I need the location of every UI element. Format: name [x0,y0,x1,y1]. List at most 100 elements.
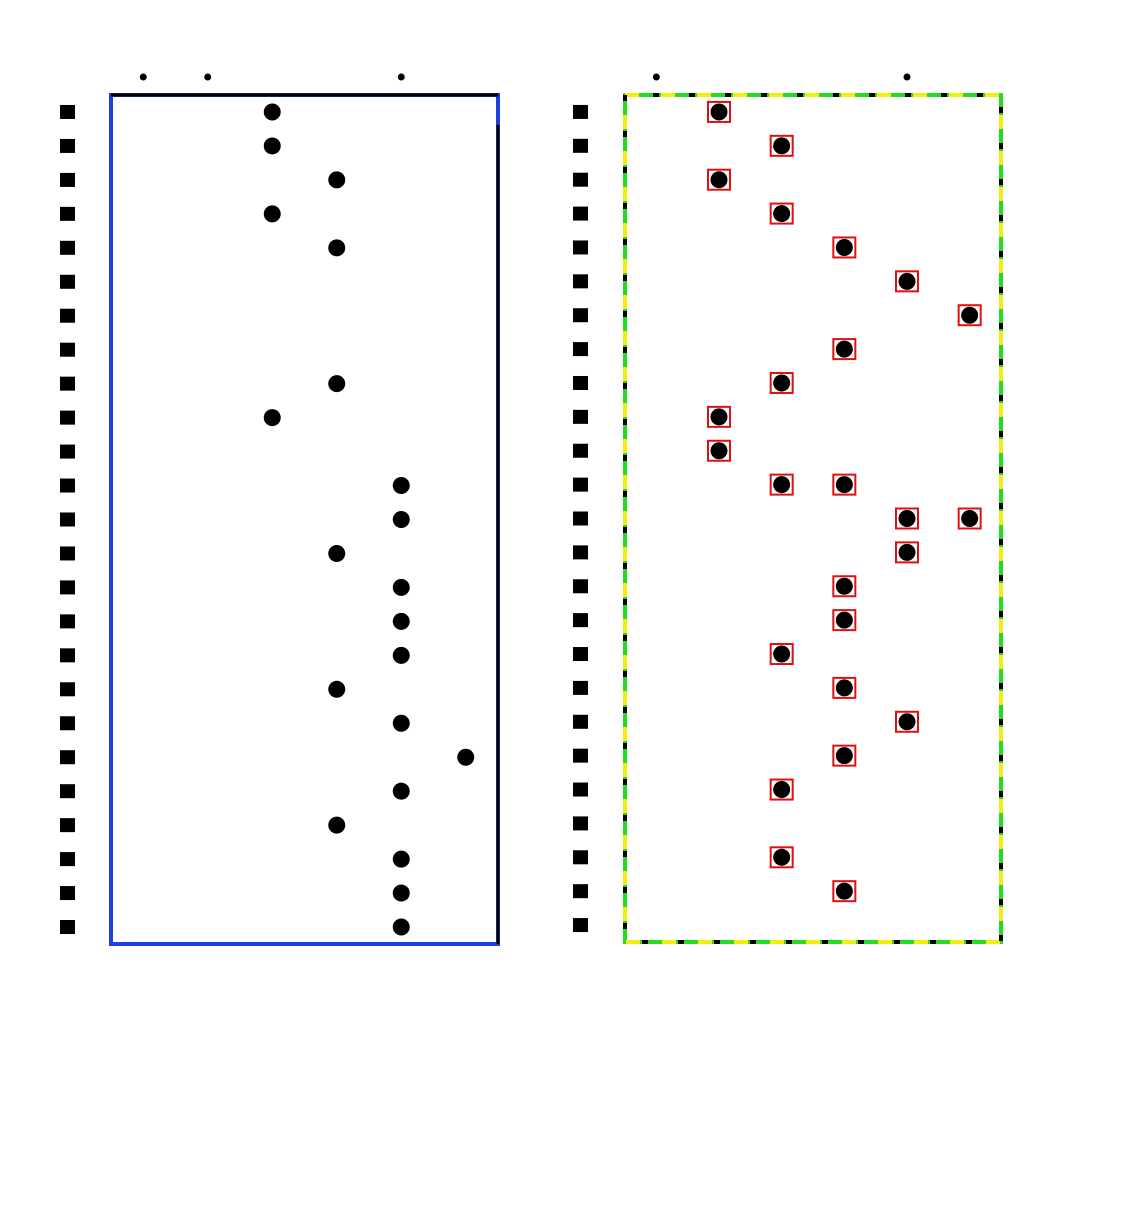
highlight-box [769,846,794,869]
data-point [328,816,346,834]
x-tick-mark [204,73,212,81]
row-label-marker [60,240,75,255]
row-label-marker [60,172,75,187]
x-tick-mark [139,73,147,81]
data-point [392,612,410,630]
row-label-marker [60,444,75,459]
data-point [328,375,346,393]
data-point [773,645,791,663]
data-point [898,713,916,731]
data-point [710,408,728,426]
data-point [392,714,410,732]
highlight-box [832,473,857,496]
row-label-marker [573,782,588,797]
plot-frame [623,93,1003,944]
row-label-marker [573,579,588,594]
row-label-marker [60,886,75,901]
row-label-marker [573,409,588,424]
highlight-box [707,100,731,123]
row-label-marker [573,206,588,221]
row-label-marker [573,274,588,289]
x-tick-mark [652,73,660,81]
x-tick-mark [397,73,405,81]
row-label-marker [60,410,75,425]
data-point [392,850,410,868]
row-label-marker [573,511,588,526]
highlight-box [895,507,919,530]
row-label-marker [573,748,588,763]
data-point [328,680,346,698]
row-label-marker [573,104,588,119]
data-point [773,137,791,155]
plot-frame-dash-yellow [623,93,1003,944]
data-point [263,137,281,155]
data-point [328,171,346,189]
highlight-box [895,541,919,564]
row-label-marker [60,342,75,357]
row-label-marker [60,716,75,731]
highlight-box [895,710,919,733]
data-point [835,577,853,595]
data-point [710,171,728,189]
row-label-marker [60,308,75,323]
data-point [392,578,410,596]
data-point [328,544,346,562]
data-point [263,205,281,223]
row-label-marker [573,375,588,390]
row-label-marker [60,648,75,663]
highlight-box [769,134,794,157]
data-point [898,543,916,561]
highlight-box [832,609,857,632]
row-label-marker [60,478,75,493]
data-point [710,103,728,121]
row-label-marker [573,308,588,323]
data-point [835,679,853,697]
highlight-box [769,371,794,394]
highlight-box [895,270,919,293]
plot-frame-dash-black [623,93,1003,944]
row-label-marker [60,682,75,697]
data-point [392,918,410,936]
row-label-marker [60,818,75,833]
x-tick-mark [903,73,911,81]
row-label-marker [573,647,588,662]
row-label-marker [573,884,588,899]
row-label-marker [573,240,588,255]
data-point [773,476,791,494]
data-point [392,646,410,664]
data-point [457,748,475,766]
highlight-box [707,168,731,191]
data-point [392,884,410,902]
row-label-marker [60,614,75,629]
highlight-box [957,507,982,530]
data-point [835,611,853,629]
row-label-marker [573,342,588,357]
data-point [898,272,916,290]
row-label-marker [573,443,588,458]
highlight-box [957,304,982,327]
data-point [773,205,791,223]
data-point [263,103,281,121]
row-label-marker [573,477,588,492]
row-label-marker [573,172,588,187]
row-label-marker [573,680,588,695]
row-label-marker [60,784,75,799]
data-point [773,848,791,866]
row-label-marker [573,613,588,628]
row-label-marker [60,750,75,765]
highlight-box [832,575,857,598]
row-label-marker [60,104,75,119]
row-label-marker [573,850,588,865]
row-label-marker [60,376,75,391]
highlight-box [832,676,857,699]
row-label-marker [573,545,588,560]
data-point [898,510,916,527]
highlight-box [707,439,731,462]
data-point [961,510,979,527]
row-label-marker [60,920,75,935]
data-point [392,511,410,528]
data-point [835,747,853,765]
data-point [835,476,853,494]
left-scatter-panel [60,73,500,946]
